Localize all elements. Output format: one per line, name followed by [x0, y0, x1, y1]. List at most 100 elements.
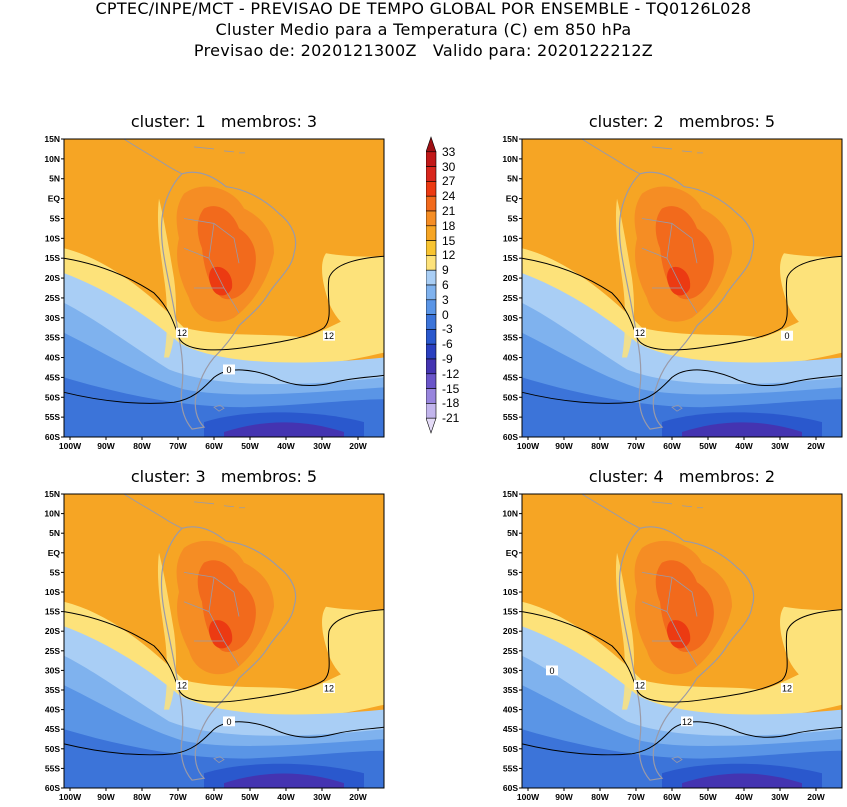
lat-tick-label: 15S — [45, 607, 60, 617]
contour-label: 12 — [176, 680, 188, 691]
lat-tick-label: 5N — [49, 528, 60, 538]
lon-tick-label: 50W — [699, 792, 717, 802]
lon-tick-label: 20W — [349, 792, 367, 802]
colorbar-tick-label: 12 — [442, 248, 456, 263]
lat-tick-label: 50S — [503, 744, 518, 754]
lat-tick-label: 60S — [503, 432, 518, 442]
colorbar-tick-label: -15 — [442, 381, 460, 396]
colorbar-swatch — [425, 403, 437, 419]
colorbar-swatch — [425, 136, 437, 153]
lat-tick-label: 15S — [503, 607, 518, 617]
lon-tick-label: 40W — [277, 792, 295, 802]
lat-tick-label: 5N — [49, 174, 60, 184]
colorbar-swatch — [425, 269, 437, 286]
svg-text:12: 12 — [782, 684, 792, 694]
svg-text:12: 12 — [682, 717, 692, 727]
lat-tick-label: 5N — [507, 174, 518, 184]
map-title-line-3: Previsao de: 2020121300Z Valido para: 20… — [193, 41, 654, 60]
colorbar-tick-label: -9 — [442, 352, 453, 366]
lon-tick-label: 80W — [591, 441, 609, 451]
colorbar-tick-label: 30 — [442, 159, 456, 174]
contour-label: 12 — [681, 716, 693, 727]
lon-tick-label: 30W — [771, 441, 789, 451]
lon-tick-label: 80W — [133, 441, 151, 451]
lat-tick-label: 15S — [503, 253, 518, 263]
colorbar-tick-label: 18 — [442, 218, 456, 233]
colorbar-swatch — [425, 343, 437, 360]
lat-tick-label: 15S — [45, 253, 60, 263]
lat-tick-label: 40S — [45, 705, 60, 715]
lon-tick-label: 90W — [555, 441, 573, 451]
lat-tick-label: 55S — [45, 412, 60, 422]
lon-tick-label: 70W — [627, 792, 645, 802]
lat-tick-label: 20S — [45, 626, 60, 636]
contour-label: 0 — [223, 364, 235, 375]
lat-tick-label: 55S — [503, 763, 518, 773]
colorbar-tick-label: -12 — [442, 366, 460, 381]
lon-tick-label: 90W — [97, 441, 115, 451]
colorbar-swatch — [425, 210, 437, 227]
lat-tick-label: 10N — [502, 509, 518, 519]
lon-tick-label: 60W — [663, 441, 681, 451]
panel-3-title: cluster: 3 membros: 5 — [130, 467, 318, 486]
lon-tick-label: 60W — [205, 792, 223, 802]
colorbar-swatch — [425, 299, 437, 315]
lat-tick-label: 10S — [503, 233, 518, 243]
lat-tick-label: 30S — [503, 665, 518, 675]
colorbar-swatch — [425, 358, 437, 375]
panel-1-title: cluster: 1 membros: 3 — [130, 112, 318, 131]
lat-tick-label: 55S — [503, 412, 518, 422]
lon-tick-label: 70W — [627, 441, 645, 451]
lat-tick-label: 40S — [503, 705, 518, 715]
temperature-colorbar — [425, 133, 466, 443]
lat-tick-label: EQ — [506, 194, 519, 204]
lon-tick-label: 40W — [735, 792, 753, 802]
contour-label: 12 — [323, 330, 335, 341]
lon-tick-label: 100W — [59, 441, 82, 451]
lat-tick-label: 30S — [45, 665, 60, 675]
colorbar-tick-label: -3 — [442, 322, 453, 337]
lat-tick-label: 45S — [503, 372, 518, 382]
lat-tick-label: 35S — [45, 685, 60, 695]
lat-tick-label: 35S — [503, 685, 518, 695]
lat-tick-label: 10S — [503, 587, 518, 597]
contour-label: 12 — [781, 683, 793, 693]
lat-tick-label: 10N — [44, 509, 60, 519]
lon-tick-label: 20W — [349, 441, 367, 451]
colorbar-swatch — [425, 284, 437, 301]
lon-tick-label: 60W — [205, 441, 223, 451]
svg-text:0: 0 — [226, 717, 231, 727]
contour-label: 12 — [176, 327, 188, 338]
panel-4-title: cluster: 4 membros: 2 — [588, 467, 776, 486]
svg-text:12: 12 — [324, 684, 334, 694]
lat-tick-label: 25S — [503, 646, 518, 656]
lon-tick-label: 70W — [169, 792, 187, 802]
panel-2-title: cluster: 2 membros: 5 — [588, 112, 776, 131]
colorbar-swatch — [425, 225, 437, 241]
map-panel-2: 12 0 15N 10N 5N EQ 5S 10S 15S 20S 25S 30S 35S 40S 45S 5… — [478, 134, 847, 453]
colorbar-swatch — [425, 417, 437, 434]
lon-tick-label: 90W — [555, 792, 573, 802]
lat-tick-label: 40S — [503, 353, 518, 363]
lon-tick-label: 100W — [517, 441, 540, 451]
contour-label: 12 — [634, 327, 646, 338]
lon-tick-label: 100W — [59, 792, 82, 802]
colorbar-swatch — [425, 329, 437, 345]
map-panel-3: 12 12 0 15N 10N 5N EQ 5S 10S 15S 20S 25S 30S 35S 40S 45… — [20, 489, 390, 803]
lat-tick-label: 45S — [503, 724, 518, 734]
colorbar-tick-label: -18 — [442, 396, 460, 411]
lat-tick-label: 20S — [503, 273, 518, 283]
colorbar-swatch — [425, 151, 437, 167]
lat-tick-label: 20S — [503, 626, 518, 636]
lat-tick-label: 5S — [50, 567, 61, 577]
svg-text:0: 0 — [226, 365, 231, 375]
colorbar-swatch — [425, 373, 437, 389]
lon-tick-label: 80W — [133, 792, 151, 802]
lon-tick-label: 50W — [241, 792, 259, 802]
colorbar-tick-label: -21 — [442, 411, 460, 426]
lat-tick-label: 5S — [508, 567, 519, 577]
svg-text:12: 12 — [177, 681, 187, 691]
colorbar-tick-label: 3 — [442, 292, 449, 307]
colorbar-swatch — [425, 388, 437, 404]
map-title-line-1: CPTEC/INPE/MCT - PREVISAO DE TEMPO GLOBA… — [95, 0, 752, 18]
